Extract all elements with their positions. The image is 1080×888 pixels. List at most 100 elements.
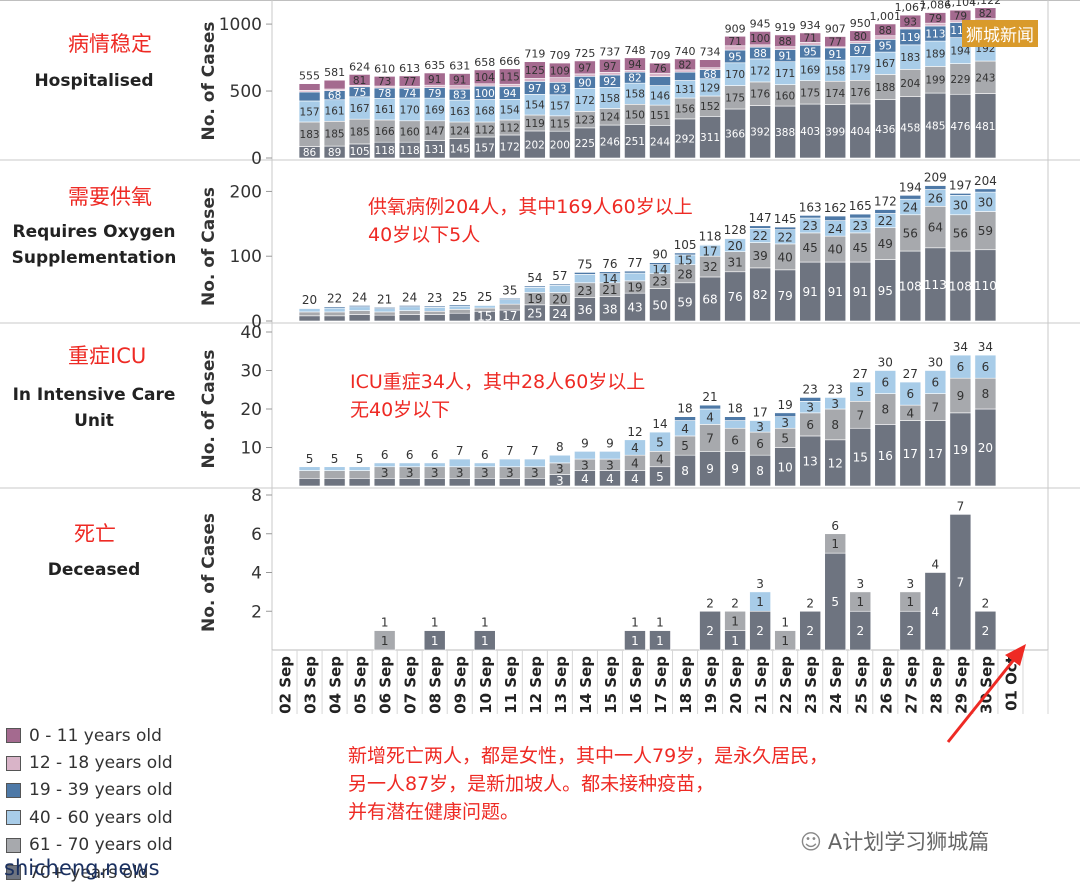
bar-segment — [849, 213, 872, 219]
segment-value-label: 45 — [803, 241, 818, 255]
y-tick-label: 100 — [230, 247, 262, 267]
x-tick-label: 25 Sep — [852, 656, 870, 714]
segment-value-label: 2 — [982, 624, 990, 638]
y-axis-label: No. of Cases — [199, 22, 219, 141]
bar-segment — [724, 420, 746, 429]
bar-segment — [899, 381, 922, 406]
y-tick-label: 0 — [251, 312, 262, 332]
bar-total-label: 3 — [907, 577, 915, 591]
bar-segment — [524, 61, 546, 79]
segment-value-label: 124 — [450, 125, 470, 137]
segment-value-label: 3 — [381, 466, 389, 480]
segment-value-label: 7 — [957, 576, 965, 590]
segment-value-label: 399 — [825, 126, 845, 138]
segment-value-label: 94 — [503, 88, 517, 100]
segment-value-label: 20 — [552, 293, 567, 307]
y-tick-label: 30 — [240, 362, 262, 382]
segment-value-label: 108 — [949, 280, 972, 294]
bar-total-label: 631 — [449, 60, 470, 73]
bar-segment — [799, 32, 822, 43]
bar-segment — [974, 610, 997, 651]
bar-segment — [649, 431, 671, 452]
segment-value-label: 91 — [803, 285, 818, 299]
panel-4: No. of Cases 2 4 6 8 1 1 1 1 1 1 1 1 1 1 2 2 1 1 2 2 1 3 1 1 2 2 5 1… — [199, 486, 997, 651]
bar-total-label: 163 — [799, 200, 822, 214]
legend-item: 19 - 39 years old — [6, 777, 173, 804]
segment-value-label: 15 — [477, 310, 492, 324]
segment-value-label: 179 — [850, 63, 870, 75]
segment-value-label: 43 — [627, 301, 642, 315]
segment-value-label: 175 — [800, 87, 820, 99]
bar-total-label: 25 — [452, 290, 467, 304]
bar-segment — [874, 23, 897, 37]
segment-value-label: 3 — [431, 466, 439, 480]
x-tick-label: 09 Sep — [452, 656, 470, 714]
segment-value-label: 485 — [925, 121, 945, 133]
bar-segment — [498, 298, 521, 300]
segment-value-label: 71 — [728, 36, 741, 48]
x-tick-label: 17 Sep — [652, 656, 670, 714]
segment-value-label: 31 — [727, 255, 742, 269]
segment-value-label: 91 — [853, 285, 868, 299]
segment-value-label: 161 — [325, 106, 345, 118]
segment-value-label: 100 — [475, 88, 495, 100]
bar-total-label: 725 — [574, 47, 595, 60]
bar-segment — [649, 76, 671, 86]
segment-value-label: 3 — [556, 474, 564, 488]
bar-total-label: 5 — [356, 452, 364, 466]
segment-value-label: 157 — [300, 106, 320, 118]
segment-value-label: 17 — [502, 309, 517, 323]
bar-segment — [624, 272, 646, 282]
bar-segment — [749, 44, 771, 48]
segment-value-label: 5 — [656, 435, 664, 449]
bar-segment — [674, 58, 696, 71]
segment-value-label: 225 — [575, 138, 595, 150]
segment-value-label: 119 — [525, 118, 545, 130]
bar-total-label: 9 — [581, 436, 589, 450]
segment-value-label: 23 — [577, 284, 592, 298]
segment-value-label: 86 — [303, 147, 317, 159]
segment-value-label: 105 — [350, 146, 370, 158]
bar-total-label: 4 — [932, 558, 940, 572]
segment-value-label: 64 — [928, 221, 943, 235]
segment-value-label: 68 — [703, 69, 716, 81]
segment-value-label: 5 — [856, 385, 864, 399]
bar-total-label: 945 — [750, 17, 771, 30]
segment-value-label: 3 — [531, 466, 539, 480]
segment-value-label: 81 — [353, 75, 366, 87]
segment-value-label: 157 — [475, 142, 495, 154]
bar-segment — [949, 514, 972, 651]
segment-value-label: 169 — [800, 64, 820, 76]
segment-value-label: 1 — [656, 634, 664, 648]
segment-value-label: 2 — [856, 624, 864, 638]
segment-value-label: 49 — [878, 237, 893, 251]
segment-value-label: 2 — [706, 624, 714, 638]
arrow-shaft — [946, 656, 1018, 743]
segment-value-label: 95 — [804, 47, 817, 59]
bar-segment — [874, 209, 897, 214]
segment-value-label: 14 — [602, 272, 617, 286]
bar-segment — [749, 591, 771, 612]
segment-value-label: 229 — [950, 74, 970, 86]
segment-value-label: 77 — [829, 37, 842, 49]
bar-segment — [498, 458, 521, 468]
bar-total-label: 7 — [531, 444, 539, 458]
segment-value-label: 79 — [428, 88, 441, 100]
legend-item: 0 - 11 years old — [6, 722, 173, 749]
segment-value-label: 77 — [403, 76, 416, 88]
segment-value-label: 8 — [681, 464, 689, 478]
bar-segment — [298, 466, 321, 471]
segment-value-label: 1 — [631, 634, 639, 648]
bar-segment — [398, 306, 421, 311]
bar-segment — [423, 314, 446, 322]
segment-value-label: 95 — [728, 51, 741, 63]
segment-value-label: 56 — [953, 226, 968, 240]
segment-value-label: 244 — [650, 137, 670, 149]
bar-total-label: 204 — [974, 174, 997, 188]
bar-total-label: 14 — [652, 417, 667, 431]
bar-segment — [574, 60, 596, 75]
bar-total-label: 1 — [781, 616, 789, 630]
bar-segment — [874, 370, 897, 394]
panel-title-cn-icu: 重症ICU — [68, 344, 147, 368]
bar-total-label: 7 — [506, 444, 514, 458]
